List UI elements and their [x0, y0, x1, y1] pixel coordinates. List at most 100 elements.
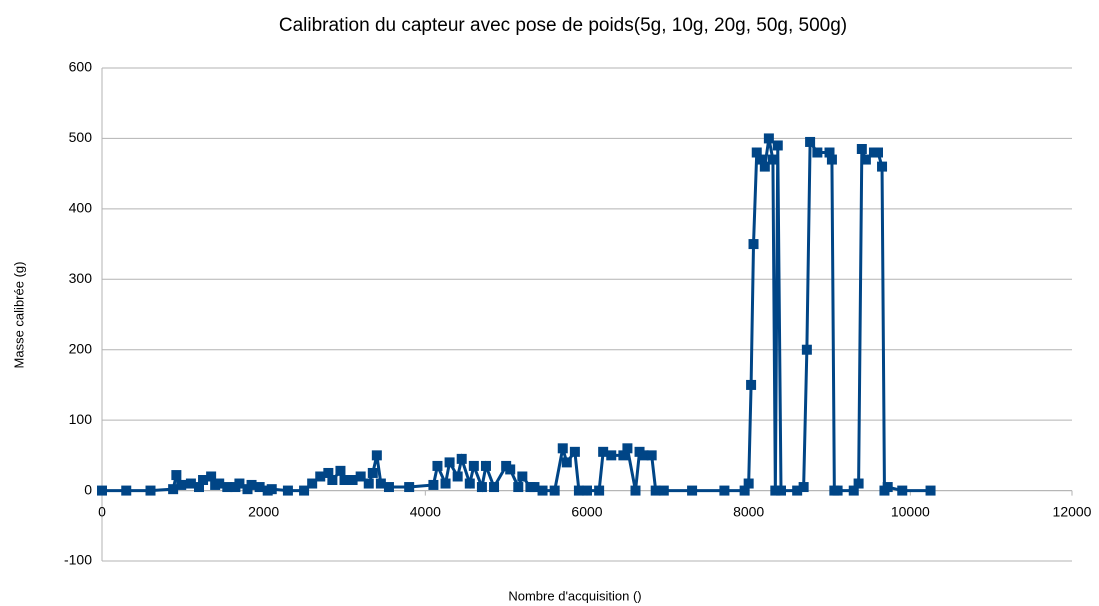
- marker: [582, 485, 592, 496]
- marker: [897, 485, 908, 496]
- marker: [335, 465, 346, 476]
- marker: [428, 479, 439, 490]
- marker: [222, 482, 233, 493]
- marker: [767, 154, 778, 165]
- marker: [569, 446, 580, 457]
- x-tick-label: 4000: [410, 504, 441, 520]
- marker: [853, 478, 864, 489]
- marker: [882, 482, 893, 493]
- marker: [266, 484, 277, 495]
- marker: [371, 450, 382, 461]
- marker: [759, 161, 770, 172]
- marker: [770, 485, 781, 496]
- y-tick-label: 300: [69, 270, 93, 286]
- marker: [176, 479, 187, 490]
- marker: [622, 443, 633, 454]
- marker: [746, 379, 757, 390]
- marker: [877, 161, 888, 172]
- marker: [824, 147, 835, 158]
- marker: [194, 482, 204, 493]
- marker: [805, 136, 816, 147]
- marker: [755, 154, 766, 165]
- marker: [826, 154, 837, 165]
- marker: [860, 154, 871, 165]
- marker: [638, 450, 649, 461]
- marker: [145, 485, 156, 496]
- marker: [198, 475, 209, 486]
- marker: [763, 133, 774, 144]
- marker: [307, 478, 318, 489]
- marker: [476, 482, 487, 493]
- marker: [513, 482, 524, 493]
- y-tick-label: 0: [84, 481, 92, 497]
- marker: [489, 482, 500, 493]
- marker: [185, 478, 196, 489]
- marker: [440, 478, 451, 489]
- marker: [529, 482, 540, 493]
- marker: [848, 485, 859, 496]
- y-tick-label: 400: [69, 200, 93, 216]
- marker: [464, 478, 475, 489]
- marker: [234, 478, 245, 489]
- marker: [363, 478, 374, 489]
- marker: [751, 147, 762, 158]
- marker: [598, 446, 609, 457]
- marker: [404, 482, 415, 493]
- marker: [801, 344, 812, 355]
- marker: [505, 464, 516, 475]
- x-tick-label: 6000: [571, 504, 602, 520]
- marker: [206, 471, 217, 482]
- marker: [557, 443, 568, 454]
- marker: [452, 471, 463, 482]
- marker: [748, 239, 759, 250]
- marker: [339, 475, 350, 486]
- x-tick-label: 10000: [891, 504, 930, 520]
- marker: [792, 485, 803, 496]
- marker: [444, 457, 455, 468]
- marker: [254, 482, 265, 493]
- marker: [743, 478, 754, 489]
- marker: [468, 460, 479, 471]
- marker: [168, 484, 179, 495]
- marker: [650, 485, 661, 496]
- data-line: [102, 137, 931, 495]
- marker: [630, 485, 641, 496]
- marker: [282, 485, 293, 496]
- marker: [480, 460, 491, 471]
- marker: [97, 485, 107, 496]
- marker: [214, 478, 225, 489]
- marker: [315, 471, 326, 482]
- y-tick-label: 100: [69, 411, 93, 427]
- marker: [367, 467, 378, 478]
- marker: [171, 470, 182, 481]
- y-tick-label: 500: [69, 129, 93, 145]
- marker: [772, 140, 783, 151]
- marker: [618, 450, 629, 461]
- y-tick-label: -100: [64, 552, 92, 568]
- marker: [561, 457, 572, 468]
- marker: [121, 485, 132, 496]
- marker: [246, 479, 257, 490]
- y-tick-label: 600: [69, 59, 93, 75]
- x-axis-label: Nombre d'acquisition (): [508, 588, 641, 603]
- marker: [776, 485, 786, 496]
- marker: [832, 485, 843, 496]
- marker: [549, 485, 560, 496]
- marker: [856, 143, 867, 154]
- x-tick-label: 0: [98, 504, 106, 520]
- marker: [456, 453, 467, 464]
- marker: [573, 485, 584, 496]
- marker: [646, 450, 657, 461]
- marker: [375, 478, 386, 489]
- marker: [798, 482, 809, 493]
- marker: [873, 147, 883, 158]
- marker: [383, 482, 394, 493]
- marker: [739, 485, 750, 496]
- x-tick-label: 12000: [1053, 504, 1092, 520]
- marker: [537, 485, 548, 496]
- x-tick-label: 8000: [733, 504, 764, 520]
- marker: [323, 467, 334, 478]
- marker: [327, 475, 338, 486]
- marker: [299, 485, 310, 496]
